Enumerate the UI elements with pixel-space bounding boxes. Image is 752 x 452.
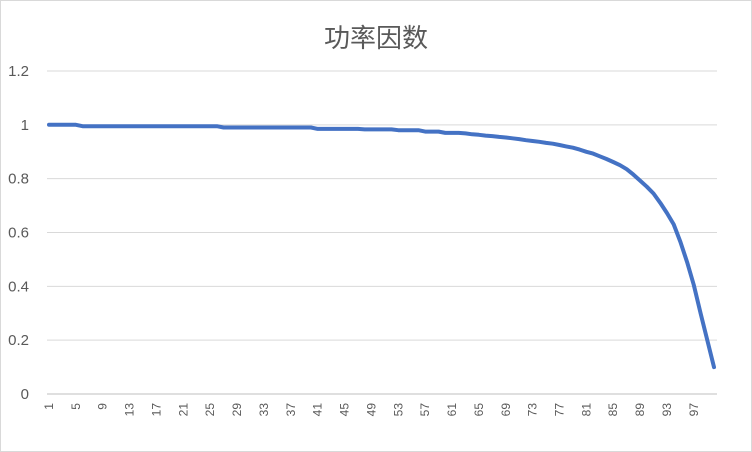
x-tick-label: 97 <box>687 403 701 417</box>
x-tick-label: 85 <box>606 403 620 417</box>
x-tick-label: 49 <box>364 403 378 417</box>
x-tick-label: 57 <box>418 403 432 417</box>
chart-title: 功率因数 <box>324 24 428 54</box>
y-tick-label: 0.8 <box>8 171 29 188</box>
y-tick-label: 0.4 <box>8 278 29 295</box>
x-tick-label: 73 <box>526 403 540 417</box>
x-tick-label: 41 <box>311 403 325 417</box>
y-tick-label: 0.6 <box>8 225 29 242</box>
series-line <box>47 122 716 370</box>
y-tick-label: 1.2 <box>8 63 29 80</box>
y-tick-label: 0 <box>21 386 29 403</box>
x-tick-label: 45 <box>338 403 352 417</box>
x-tick-label: 25 <box>203 403 217 417</box>
grid-lines <box>47 70 717 395</box>
series-layer <box>47 122 716 370</box>
x-tick-label: 5 <box>69 403 83 410</box>
x-tick-label: 17 <box>149 403 163 417</box>
x-tick-label: 1 <box>42 403 56 410</box>
x-tick-label: 9 <box>96 403 110 410</box>
x-tick-label: 13 <box>123 403 137 417</box>
y-tick-label: 0.2 <box>8 332 29 349</box>
x-tick-label: 65 <box>472 403 486 417</box>
x-tick-label: 21 <box>176 403 190 417</box>
x-tick-label: 33 <box>257 403 271 417</box>
x-axis-tick-labels: 1 5 9 13 17 21 25 29 33 37 41 45 49 53 57 61 65 69 73 77 81 8… <box>42 403 701 417</box>
x-tick-label: 69 <box>499 403 513 417</box>
x-tick-label: 77 <box>553 403 567 417</box>
x-tick-label: 37 <box>284 403 298 417</box>
x-tick-label: 89 <box>633 403 647 417</box>
x-tick-label: 53 <box>391 403 405 417</box>
x-tick-label: 61 <box>445 403 459 417</box>
y-tick-label: 1 <box>21 117 29 134</box>
x-tick-label: 93 <box>660 403 674 417</box>
x-tick-label: 81 <box>579 403 593 417</box>
x-tick-label: 29 <box>230 403 244 417</box>
y-axis-tick-labels: 0 0.2 0.4 0.6 0.8 1 1.2 <box>8 63 29 403</box>
